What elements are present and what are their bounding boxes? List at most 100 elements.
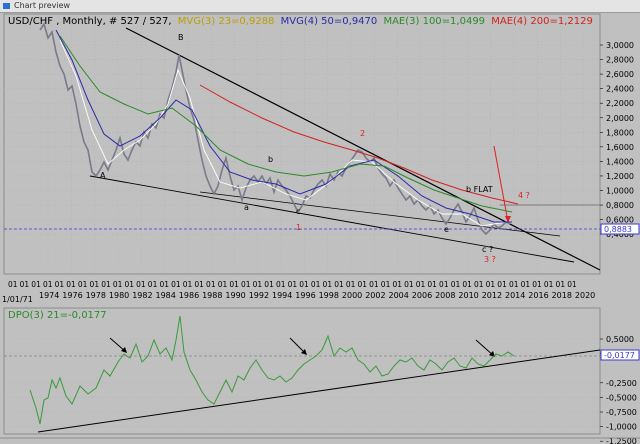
x-month-label: 01: [113, 280, 123, 289]
wave-annotation: A: [100, 171, 106, 180]
current-price-badge: [600, 223, 640, 235]
x-year-label: 1988: [202, 291, 222, 300]
dpo-trendline: [37, 349, 600, 433]
dpo-y-tick-label: -0,5000: [606, 393, 637, 402]
legend-mae3: MAE(3) 100=1,0499: [383, 16, 485, 27]
main-annotations: B Aa b c 2 1 b FLAT 4 ? e c ?3 ?: [100, 33, 530, 264]
x-month-label: 01: [532, 280, 542, 289]
x-month-label: 01: [20, 280, 30, 289]
dpo-series-line: [29, 315, 515, 425]
x-month-label: 01: [206, 280, 216, 289]
main-drawings: [4, 27, 600, 271]
x-month-label: 01: [218, 280, 228, 289]
x-month-label: 01: [276, 280, 286, 289]
window-title: Chart preview: [14, 1, 71, 10]
x-axis: 1974 1976 1978 1980 1982 1984 1986 1988 1990 1992…: [8, 280, 595, 300]
x-month-label: 01: [101, 280, 111, 289]
app-icon: [3, 3, 10, 9]
x-month-label: 01: [183, 280, 193, 289]
legend-mae4: MAE(4) 200=1,2129: [491, 16, 593, 27]
x-month-label: 01: [148, 280, 158, 289]
wave-annotation: 4 ?: [518, 191, 530, 200]
x-month-label: 01: [427, 280, 437, 289]
x-year-label: 2006: [412, 291, 432, 300]
x-month-label: 01: [392, 280, 402, 289]
wave-annotation: b FLAT: [466, 185, 493, 194]
x-month-label: 01: [358, 280, 368, 289]
x-year-label: 1996: [295, 291, 315, 300]
x-month-label: 01: [451, 280, 461, 289]
dpo-y-tick-label: -1,2500: [606, 437, 637, 444]
x-year-label: 1998: [319, 291, 339, 300]
dpo-panel: [3, 307, 601, 435]
x-year-label: 2000: [342, 291, 362, 300]
dpo-arrow-head: [121, 347, 127, 353]
red-arrow-head: [505, 216, 511, 223]
x-year-label: 1974: [39, 291, 59, 300]
price-series: [39, 22, 511, 236]
legend-mvg4: MVG(4) 50=0,9470: [281, 16, 378, 27]
x-year-label: 1980: [109, 291, 129, 300]
x-month-label: 01: [288, 280, 298, 289]
x-month-label: 01: [486, 280, 496, 289]
x-month-label: 01: [381, 280, 391, 289]
x-month-label: 01: [439, 280, 449, 289]
mae4-line: [199, 84, 519, 205]
x-year-label: 2012: [482, 291, 502, 300]
x-year-label: 1984: [156, 291, 176, 300]
dpo-y-tick-label: -0,2500: [606, 379, 637, 388]
x-month-label: 01: [567, 280, 577, 289]
x-month-label: 01: [311, 280, 321, 289]
y-tick-label: 0,8000: [606, 201, 634, 210]
y-tick-label: 2,8000: [606, 56, 634, 65]
x-month-label: 01: [369, 280, 379, 289]
wave-annotation: a: [244, 203, 249, 212]
x-month-label: 01: [78, 280, 88, 289]
y-tick-label: 1,8000: [606, 128, 634, 137]
dpo-legend: DPO(3) 21=-0,0177: [8, 310, 107, 321]
window-titlebar: Chart preview: [0, 0, 640, 13]
x-month-label: 01: [31, 280, 41, 289]
mvg3-line: [59, 39, 507, 227]
x-month-label: 01: [462, 280, 472, 289]
x-year-label: 2020: [575, 291, 595, 300]
y-tick-label: 1,4000: [606, 157, 634, 166]
x-month-label: 01: [497, 280, 507, 289]
chart-canvas[interactable]: B Aa b c 2 1 b FLAT 4 ? e c ?3 ? USD/CHF , Monthl…: [0, 12, 640, 444]
lower-trendline: [89, 175, 575, 263]
x-year-label: 1978: [86, 291, 106, 300]
y-tick-label: 2,6000: [606, 70, 634, 79]
mvg4-line: [55, 29, 512, 223]
upper-trendline: [125, 27, 600, 271]
y-tick-label: 1,0000: [606, 187, 634, 196]
dpo-y-tick-label: -0,7500: [606, 408, 637, 417]
main-grid: [4, 14, 600, 274]
x-month-label: 01: [125, 280, 135, 289]
x-month-label: 01: [544, 280, 554, 289]
x-year-label: 1990: [225, 291, 245, 300]
dpo-grid: [4, 338, 600, 442]
x-month-label: 01: [346, 280, 356, 289]
symbol-label: USD/CHF: [8, 16, 53, 27]
x-month-label: 01: [264, 280, 274, 289]
wave-annotation: 1: [296, 223, 301, 232]
x-month-label: 01: [323, 280, 333, 289]
x-year-label: 2016: [528, 291, 548, 300]
x-month-label: 01: [159, 280, 169, 289]
main-chart-panel: [3, 13, 601, 275]
x-month-label: 01: [474, 280, 484, 289]
x-year-label: 1992: [249, 291, 269, 300]
x-year-label: 2002: [365, 291, 385, 300]
x-month-label: 01: [90, 280, 100, 289]
x-year-label: 1986: [179, 291, 199, 300]
y-tick-label: 1,2000: [606, 172, 634, 181]
x-year-label: 2008: [435, 291, 455, 300]
wave-annotation: c: [296, 207, 300, 216]
dpo-y-tick-label: -1,0000: [606, 423, 637, 432]
current-dpo-label: -0,0177: [604, 351, 635, 360]
legend-mvg3: MVG(3) 23=0,9288: [178, 16, 275, 27]
main-y-axis: 3,0000 2,8000 2,6000 2,4000 2,2000 2,0000 1,80…: [600, 41, 634, 239]
y-tick-label: 2,2000: [606, 99, 634, 108]
current-price-label: 0,8883: [604, 225, 632, 234]
